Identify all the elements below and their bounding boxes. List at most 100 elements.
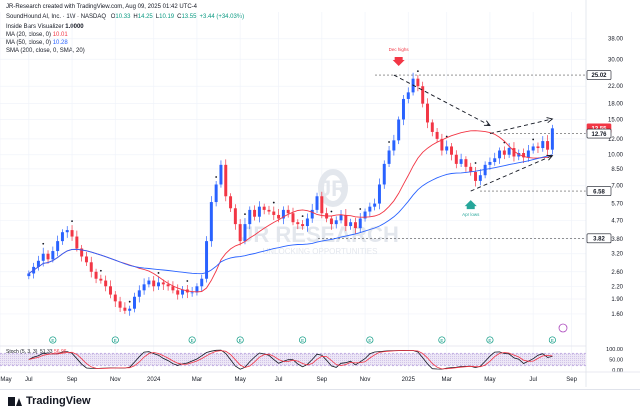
ohlc-values: O10.33 H14.25 L10.19 C13.55 +3.44 (+34.03%) — [108, 14, 244, 20]
price-axis: 38.00 30.00 22.00 18.00 15.00 12.00 10.00 8.50 7… — [585, 0, 624, 387]
earnings-icon — [366, 336, 374, 344]
stoch-tick-label: 50.00 — [609, 358, 623, 364]
time-axis: May Jul Sep Nov 2024 Mar May Jul Sep Nov 2025 Mar Ma… — [0, 371, 640, 383]
candle-body — [421, 86, 425, 104]
candle-body — [512, 148, 516, 157]
candle-body — [334, 220, 338, 225]
candle-body — [373, 203, 377, 207]
x-tick-label: Jul — [529, 377, 537, 383]
x-tick-label: Mar — [442, 377, 452, 383]
candle-body — [387, 150, 391, 164]
inside-bar-markers — [42, 70, 535, 303]
ma-50-line — [28, 154, 553, 275]
candle-body — [315, 196, 319, 210]
candle-body — [353, 222, 357, 229]
y-tick-label: 22.00 — [608, 84, 624, 90]
price-label-box — [586, 128, 612, 139]
candle-body — [541, 141, 545, 149]
earnings-letter: E — [301, 338, 304, 343]
candle-body — [291, 213, 295, 223]
trend-line — [489, 118, 553, 134]
candle-body — [310, 209, 314, 219]
candle-body — [65, 230, 69, 233]
trend-line-arrow — [546, 117, 554, 124]
candle-body — [483, 164, 487, 176]
candle-body — [229, 196, 233, 209]
stochastic-pane: 100.00 50.00 0.00 Stoch (5, 3, 3) 51.33 56.96 — [0, 345, 623, 374]
candle-body — [329, 218, 333, 225]
candle-body — [281, 209, 285, 219]
ohlc-change: +3.44 (+34.03%) — [199, 14, 245, 20]
inside-bar-marker — [474, 162, 477, 164]
event-flag-icon — [558, 323, 568, 333]
inside-bar-marker — [42, 242, 45, 245]
inside-bar-marker — [71, 220, 73, 223]
tradingview-brand[interactable]: TradingView — [8, 395, 91, 407]
candle-body — [171, 286, 175, 291]
candle-body — [493, 158, 497, 162]
grid-lines — [0, 12, 586, 370]
tradingview-logo-icon — [8, 396, 22, 406]
earnings-icon — [236, 336, 244, 344]
candle-body — [56, 241, 60, 252]
candle-body — [296, 222, 300, 225]
x-tick-label: Jul — [275, 377, 283, 383]
inside-bar-marker — [215, 176, 218, 178]
price-label-box — [586, 70, 612, 80]
candle-body — [445, 146, 449, 151]
candle-body — [181, 289, 185, 295]
inside-bar-marker — [330, 210, 333, 213]
candle-body — [99, 278, 103, 281]
candle-body — [147, 280, 151, 285]
candle-body — [253, 209, 257, 217]
candle-body — [305, 218, 309, 227]
dec-highs-annotation: Dec highs — [389, 47, 409, 67]
candle-body — [522, 153, 526, 158]
candle-body — [454, 154, 458, 164]
candle-body — [27, 273, 31, 277]
earnings-icon — [548, 336, 556, 344]
inside-bar-marker — [301, 215, 304, 218]
x-tick-label: 2025 — [402, 377, 416, 383]
candle-body — [469, 166, 473, 172]
candle-body — [176, 290, 180, 295]
candle-body — [272, 211, 276, 215]
x-tick-label: Jul — [25, 377, 33, 383]
candle-body — [546, 141, 550, 150]
candle-body — [363, 211, 367, 219]
candle-body — [464, 159, 468, 167]
candle-body — [344, 214, 348, 227]
candle-body — [502, 150, 506, 155]
x-tick-label: May — [234, 377, 245, 383]
y-tick-label: 5.70 — [611, 202, 623, 208]
candle-body — [488, 161, 492, 165]
ohlc-h: H14.25 — [133, 14, 153, 20]
x-tick-label: Nov — [110, 377, 121, 383]
inside-bar-marker — [128, 300, 131, 303]
trend-lines — [393, 74, 554, 192]
candle-body — [478, 175, 482, 181]
inside-bar-marker — [99, 269, 102, 272]
support-resistance-levels — [318, 74, 586, 239]
y-tick-label: 38.00 — [608, 37, 624, 43]
candle-body — [536, 146, 540, 149]
stoch-tick-label: 100.00 — [606, 347, 623, 353]
candle-body — [108, 286, 112, 295]
symbol-line: SoundHound AI, Inc. · 1W · NASDAQ O10.33… — [6, 14, 245, 20]
earnings-letter: E — [51, 338, 54, 343]
trend-line — [470, 155, 553, 192]
stoch-k-value: 51.33 — [40, 349, 53, 355]
price-label: 6.58 — [593, 189, 605, 195]
inside-bar-marker — [157, 272, 160, 274]
candle-body — [118, 301, 122, 308]
y-tick-label: 2.20 — [611, 284, 623, 290]
candle-body — [128, 308, 132, 311]
credit-line: JR-Research created with TradingView.com… — [6, 4, 197, 10]
y-tick-label: 3.20 — [611, 252, 623, 258]
indicator-line-0: Inside Bars Visualizer 1.0000 — [6, 24, 84, 30]
candle-body — [507, 148, 511, 155]
candle-body — [526, 150, 530, 158]
candle-body — [233, 208, 237, 225]
earnings-letter: E — [239, 338, 242, 343]
